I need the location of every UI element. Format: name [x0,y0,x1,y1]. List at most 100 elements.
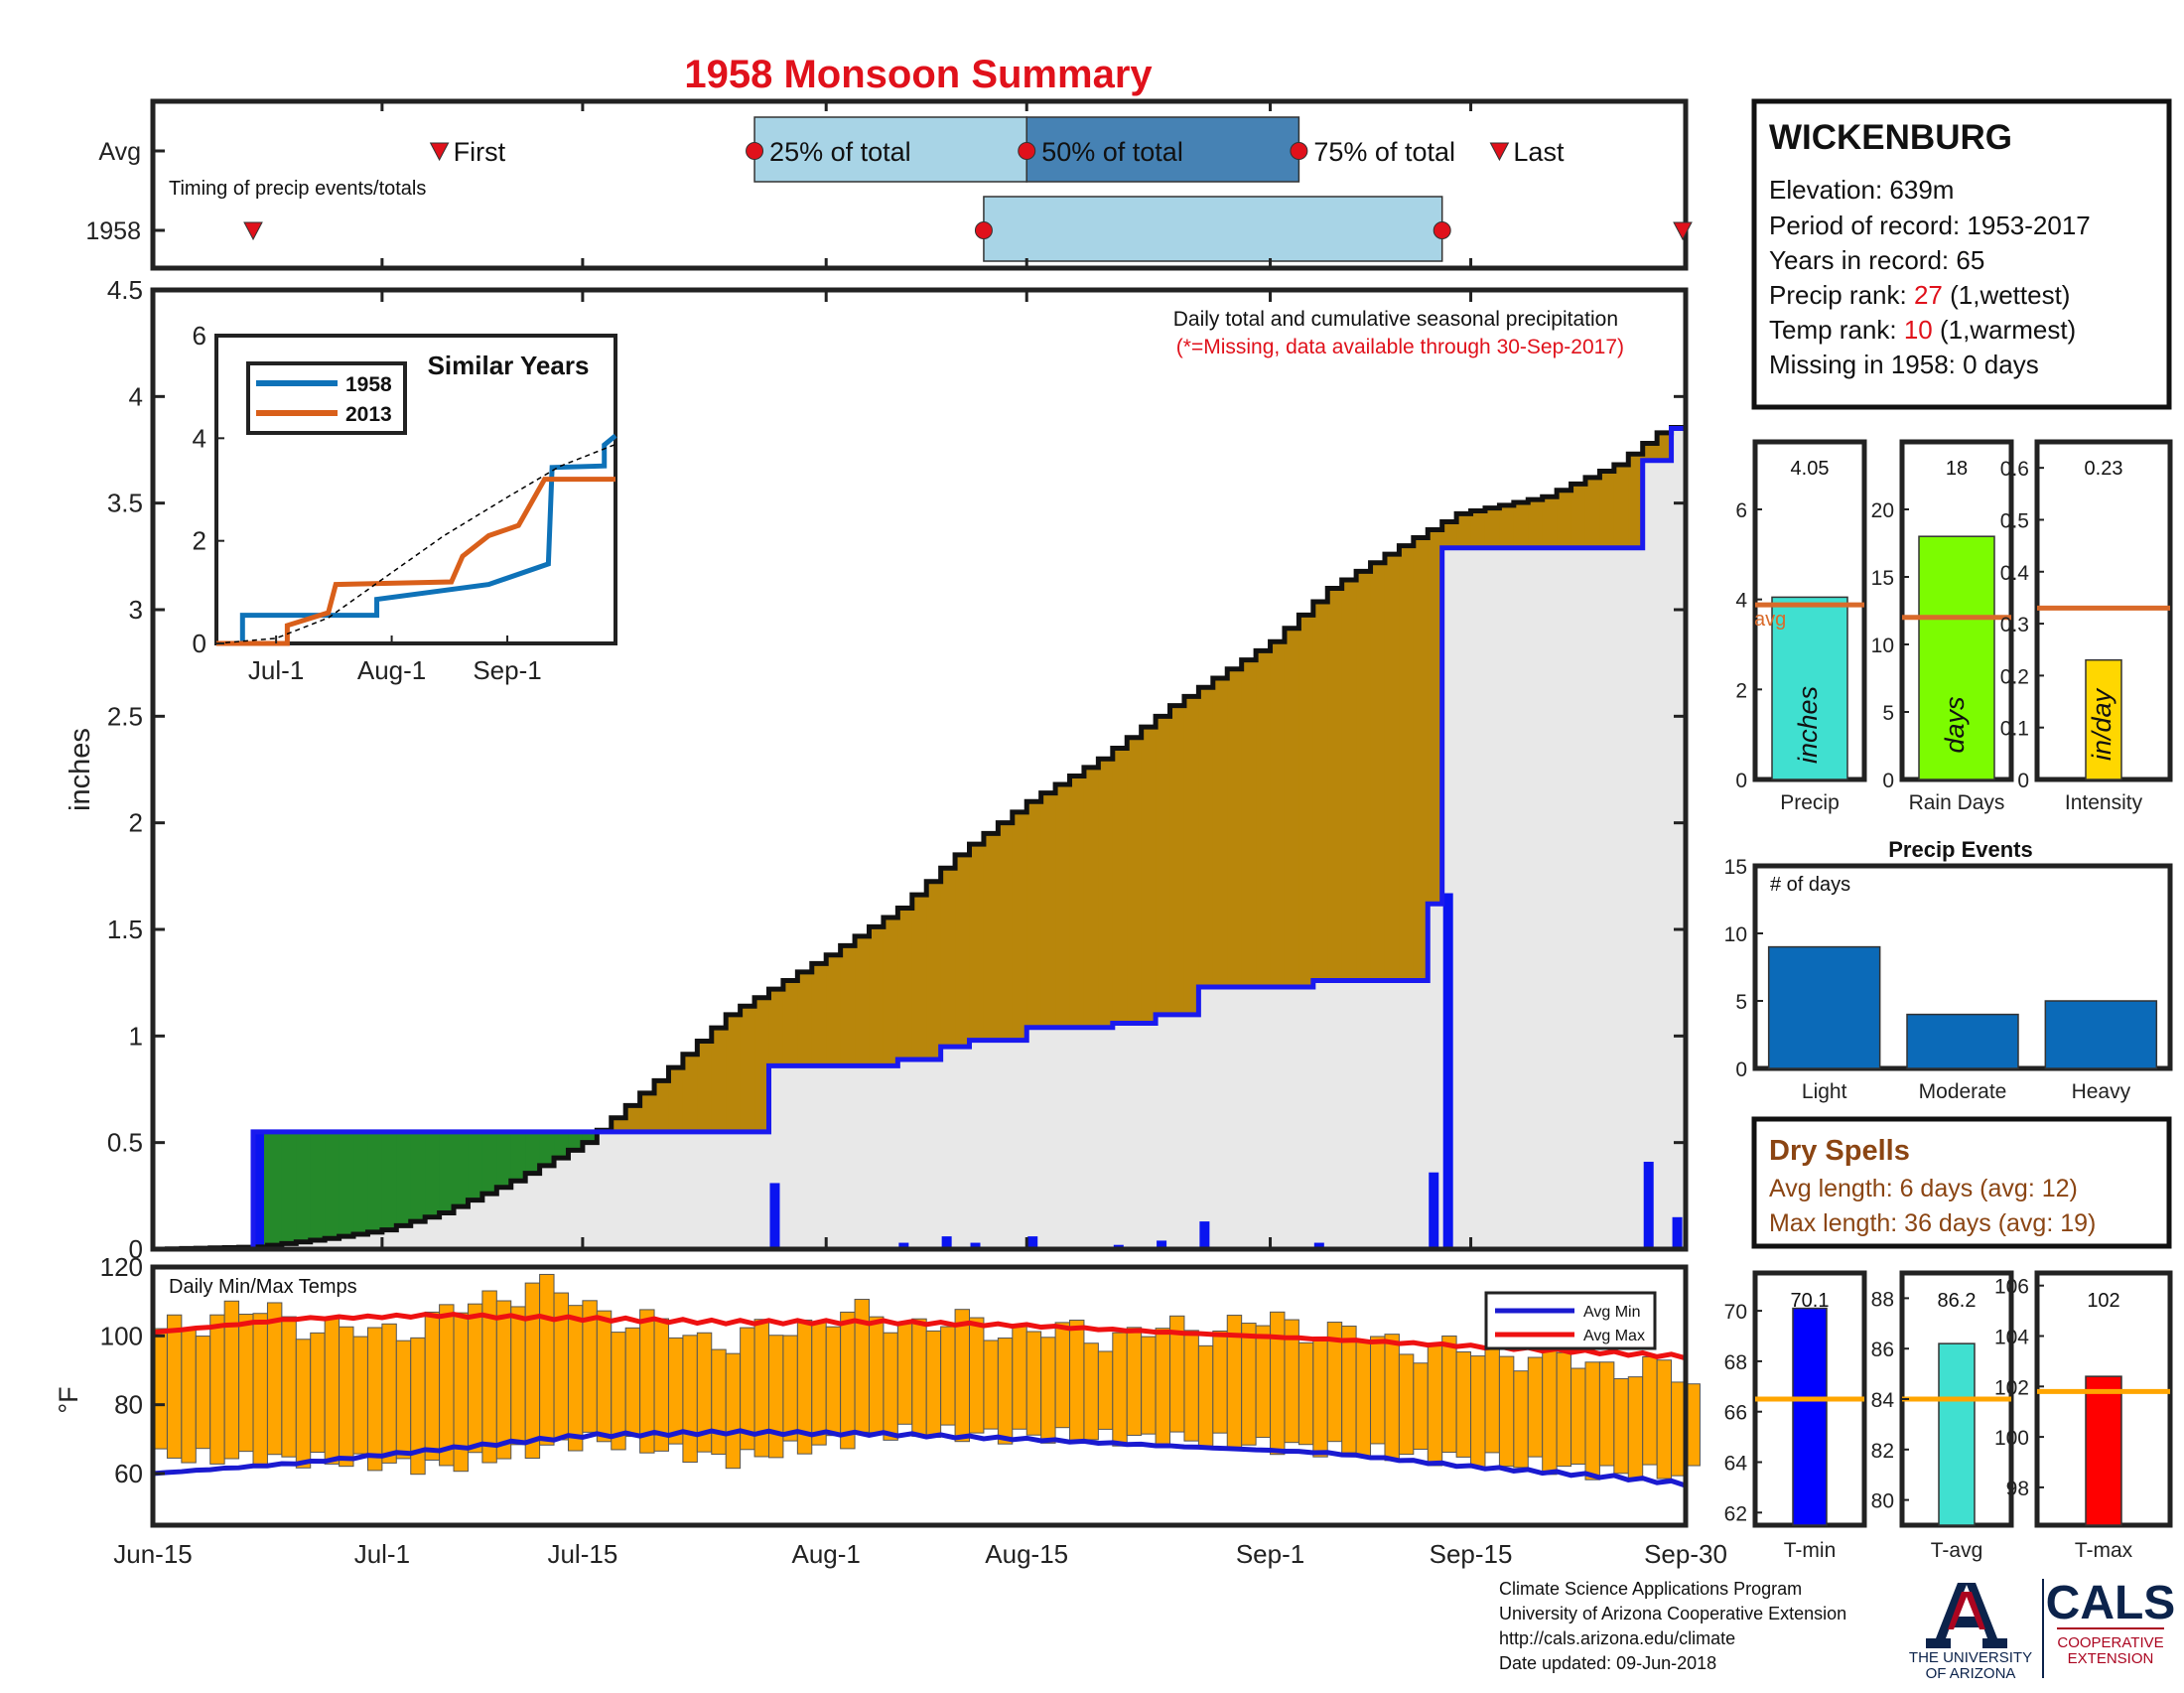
daily-temp-bar [725,1352,742,1470]
daily-temp-bar [1498,1355,1515,1468]
timing-marks [153,116,1693,262]
deficit-area [1570,484,1586,548]
footer-date: Date updated: 09-Jun-2018 [1499,1653,1716,1673]
deficit-area [1098,759,1114,1028]
daily-temp-bar [1126,1327,1143,1436]
date-axis-label: Sep-30 [1644,1539,1727,1569]
date-axis-label: Aug-1 [792,1539,861,1569]
daily-temp-bar [467,1303,483,1454]
date-axis-label: Sep-1 [1236,1539,1304,1569]
daily-temp-bar [782,1335,798,1442]
deficit-area [955,854,971,1048]
daily-temp-bar [624,1327,641,1438]
season_precip-y-tick-label: 2 [1735,679,1747,702]
daily-temp-bar [1470,1355,1486,1469]
timing-row-avg: Avg [98,138,141,166]
deficit-area [940,868,956,1048]
daily-temp-bar [1312,1340,1328,1458]
daily-temp-bar [911,1318,927,1437]
deficit-area [1470,510,1486,548]
deficit-area [1183,696,1199,1015]
daily-temp-bar [381,1323,397,1464]
ua-block-a-icon [1926,1583,2007,1648]
dry-spells-frame [1751,1116,2172,1249]
date-axis-label: Jul-1 [354,1539,410,1569]
season_intensity-y-tick-label: 0.4 [2000,562,2030,585]
avg-max-line [152,1312,1687,1361]
tavg-category: T-avg [1931,1539,1983,1562]
surplus-area [439,1131,455,1213]
timing-label-group: First 25% of total 50% of total 75% of t… [454,137,1565,167]
daily-temp-bar [567,1305,584,1452]
tavg-y-tick-label: 86 [1871,1339,1894,1361]
season_precip-bar [1771,596,1848,780]
avg-p50-marker [1018,142,1036,160]
daily-temp-bar [1398,1353,1415,1456]
daily-temp-bar [840,1311,856,1450]
deficit-area [1083,767,1099,1028]
dry-spells-max: Max length: 36 days (avg: 19) [1769,1209,2096,1237]
season_intensity-y-tick-label: 0.3 [2000,614,2029,636]
temps-y-tick-label: 120 [100,1252,143,1282]
timing-p50-label: 50% of total [1041,137,1183,167]
deficit-area [1657,432,1673,461]
daily-temp-bar [324,1317,341,1465]
daily-temp-bar [1040,1337,1056,1444]
deficit-area [1513,501,1529,548]
daily-precip-bar [1442,893,1453,1249]
footer-line-2: University of Arizona Cooperative Extens… [1499,1604,1846,1623]
daily-temp-bar [1627,1376,1644,1481]
precip-event-bar [1767,945,1881,1069]
daily-temp-bar [997,1338,1014,1445]
daily-temp-bar [667,1337,684,1445]
main-y-tick-label: 2 [129,808,143,838]
station-temp-rank: Temp rank: 10 (1,warmest) [1769,315,2076,345]
deficit-area [1528,499,1544,548]
daily-temp-bar [682,1335,698,1464]
inset-legend [246,361,407,435]
deficit-area [1256,650,1272,987]
deficit-area [998,822,1014,1041]
daily-precip-bar [970,1242,981,1249]
deficit-area [1370,562,1386,981]
footer-credits: Climate Science Applications Program Uni… [1499,1579,1846,1673]
inset-plot [215,433,617,646]
deficit-area [1456,513,1472,548]
daily-temp-bar [1255,1325,1272,1439]
station-elevation: Elevation: 639m [1769,175,1954,205]
intensity-unit-label: in/day [2087,687,2116,761]
daily-temp-bar [252,1313,268,1469]
surplus-area [481,1131,497,1195]
tavg-y-tick-label: 84 [1871,1389,1895,1412]
inset-x-axis: Jul-1 Aug-1 Sep-1 [248,635,542,685]
events-y-tick-label: 15 [1724,856,1747,879]
precip-event-category: Heavy [2072,1080,2131,1103]
surplus-area [353,1131,369,1234]
surplus-area [267,1131,283,1246]
deficit-area [1026,801,1042,1028]
events-y-tick-label: 10 [1724,923,1747,946]
date-axis-label: Jun-15 [113,1539,193,1569]
daily-temp-bar [767,1335,784,1459]
deficit-area [1112,748,1128,1024]
precip-category: Precip [1780,791,1840,814]
deficit-area [754,997,770,1132]
events-y-tick-label: 0 [1735,1058,1747,1081]
year-p25-p75-box [983,196,1443,262]
daily-temp-bar [1455,1350,1472,1458]
main-y-tick-label: 3.5 [107,489,143,518]
precip-event-bar [2044,1000,2158,1069]
inset-y-tick-label: 2 [193,526,206,556]
deficit-area [969,844,985,1041]
deficit-area [1169,705,1185,1015]
temps-y-axis-label: °F [54,1386,83,1413]
daily-temp-bar [1083,1342,1099,1441]
season_precip-y-tick-label: 0 [1735,770,1747,792]
daily-precip-bar [1199,1221,1210,1249]
station-info-box: WICKENBURG Elevation: 639m Period of rec… [1751,98,2172,410]
tmin-y-tick-label: 68 [1724,1351,1747,1374]
deficit-area [611,1117,626,1132]
main-y-tick-label: 0 [129,1234,143,1264]
tavg-value: 86.2 [1938,1290,1977,1312]
inset-x-tick-label: Jul-1 [248,655,304,685]
